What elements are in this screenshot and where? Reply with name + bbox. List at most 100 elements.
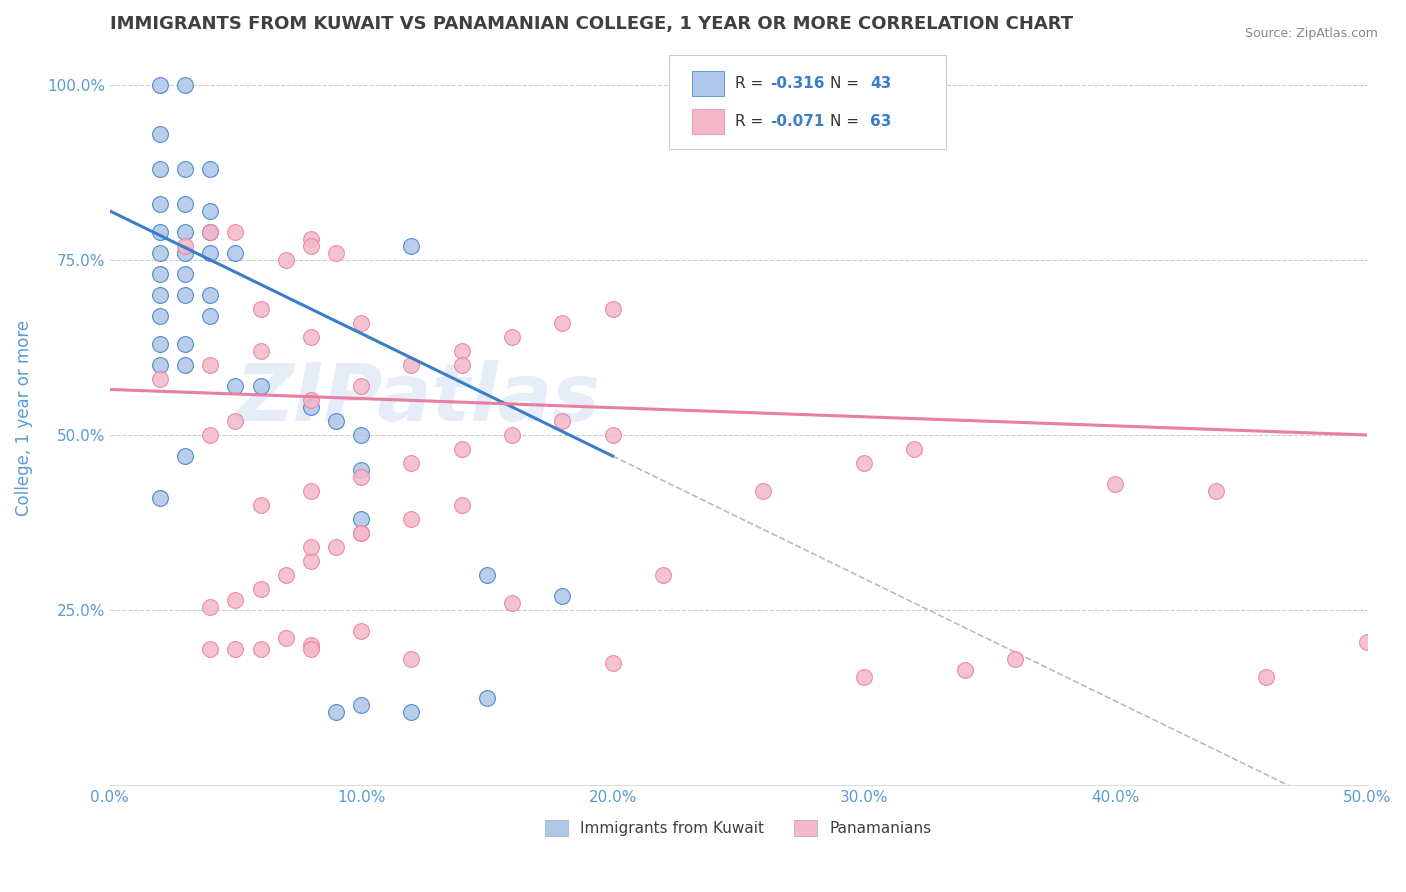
Point bbox=[174, 288, 197, 302]
Point bbox=[350, 379, 373, 393]
Point bbox=[853, 456, 876, 470]
Point bbox=[853, 669, 876, 683]
Point bbox=[752, 483, 775, 498]
Point bbox=[274, 568, 297, 582]
Point bbox=[200, 225, 222, 239]
Y-axis label: College, 1 year or more: College, 1 year or more bbox=[15, 319, 32, 516]
Point bbox=[174, 78, 197, 92]
Point bbox=[475, 690, 498, 705]
Point bbox=[174, 267, 197, 281]
Point bbox=[200, 358, 222, 372]
Point bbox=[299, 232, 322, 246]
Point bbox=[1256, 669, 1278, 683]
Point bbox=[325, 540, 347, 554]
Point bbox=[149, 491, 172, 505]
Text: R =: R = bbox=[734, 76, 768, 91]
Point bbox=[200, 428, 222, 442]
Point bbox=[174, 225, 197, 239]
Point bbox=[249, 343, 271, 358]
Point bbox=[274, 252, 297, 267]
Point bbox=[501, 330, 523, 344]
Text: -0.316: -0.316 bbox=[769, 76, 824, 91]
Text: IMMIGRANTS FROM KUWAIT VS PANAMANIAN COLLEGE, 1 YEAR OR MORE CORRELATION CHART: IMMIGRANTS FROM KUWAIT VS PANAMANIAN COL… bbox=[110, 15, 1073, 33]
Point bbox=[224, 225, 246, 239]
Point bbox=[401, 705, 423, 719]
Point bbox=[200, 309, 222, 323]
Point bbox=[174, 246, 197, 260]
Point bbox=[299, 400, 322, 414]
Point bbox=[299, 483, 322, 498]
Point bbox=[200, 203, 222, 218]
Point bbox=[299, 540, 322, 554]
Point bbox=[149, 225, 172, 239]
Point bbox=[174, 161, 197, 176]
Point bbox=[224, 592, 246, 607]
Text: Source: ZipAtlas.com: Source: ZipAtlas.com bbox=[1244, 27, 1378, 40]
Point bbox=[200, 641, 222, 656]
FancyBboxPatch shape bbox=[692, 110, 724, 135]
Point bbox=[224, 641, 246, 656]
Point bbox=[450, 442, 472, 456]
Text: N =: N = bbox=[830, 114, 863, 129]
Point bbox=[149, 78, 172, 92]
Point bbox=[551, 589, 574, 603]
Point bbox=[224, 414, 246, 428]
Point bbox=[200, 288, 222, 302]
Point bbox=[299, 638, 322, 652]
Point bbox=[401, 512, 423, 526]
Point bbox=[174, 337, 197, 351]
Point bbox=[299, 554, 322, 568]
Text: 63: 63 bbox=[870, 114, 891, 129]
FancyBboxPatch shape bbox=[692, 71, 724, 96]
Point bbox=[1004, 652, 1026, 666]
Point bbox=[401, 358, 423, 372]
Point bbox=[249, 582, 271, 596]
Point bbox=[299, 641, 322, 656]
Point bbox=[501, 428, 523, 442]
Point bbox=[1355, 634, 1378, 648]
Point bbox=[200, 246, 222, 260]
Point bbox=[149, 161, 172, 176]
Point bbox=[903, 442, 925, 456]
Point bbox=[224, 246, 246, 260]
Point bbox=[602, 428, 624, 442]
Point bbox=[249, 379, 271, 393]
Point bbox=[551, 316, 574, 330]
Point bbox=[325, 414, 347, 428]
Point bbox=[174, 358, 197, 372]
Point bbox=[249, 301, 271, 316]
Point bbox=[350, 698, 373, 712]
Point bbox=[350, 428, 373, 442]
Point bbox=[149, 127, 172, 141]
Point bbox=[450, 343, 472, 358]
Point bbox=[149, 267, 172, 281]
Point bbox=[174, 449, 197, 463]
Point bbox=[149, 358, 172, 372]
Point bbox=[325, 246, 347, 260]
Point bbox=[149, 197, 172, 211]
Point bbox=[274, 631, 297, 645]
Point bbox=[149, 337, 172, 351]
Point bbox=[200, 225, 222, 239]
Text: -0.071: -0.071 bbox=[769, 114, 824, 129]
Text: N =: N = bbox=[830, 76, 863, 91]
Point bbox=[602, 656, 624, 670]
Point bbox=[224, 379, 246, 393]
Point bbox=[1205, 483, 1227, 498]
Point bbox=[953, 663, 976, 677]
Point bbox=[450, 498, 472, 512]
Point bbox=[200, 599, 222, 614]
Point bbox=[450, 358, 472, 372]
Point bbox=[149, 309, 172, 323]
Point bbox=[174, 239, 197, 253]
Point bbox=[149, 372, 172, 386]
Point bbox=[350, 624, 373, 638]
Point bbox=[200, 161, 222, 176]
Point bbox=[401, 456, 423, 470]
Point bbox=[350, 526, 373, 541]
Point bbox=[249, 498, 271, 512]
Point bbox=[651, 568, 673, 582]
Point bbox=[249, 641, 271, 656]
FancyBboxPatch shape bbox=[669, 55, 946, 149]
Point bbox=[174, 197, 197, 211]
